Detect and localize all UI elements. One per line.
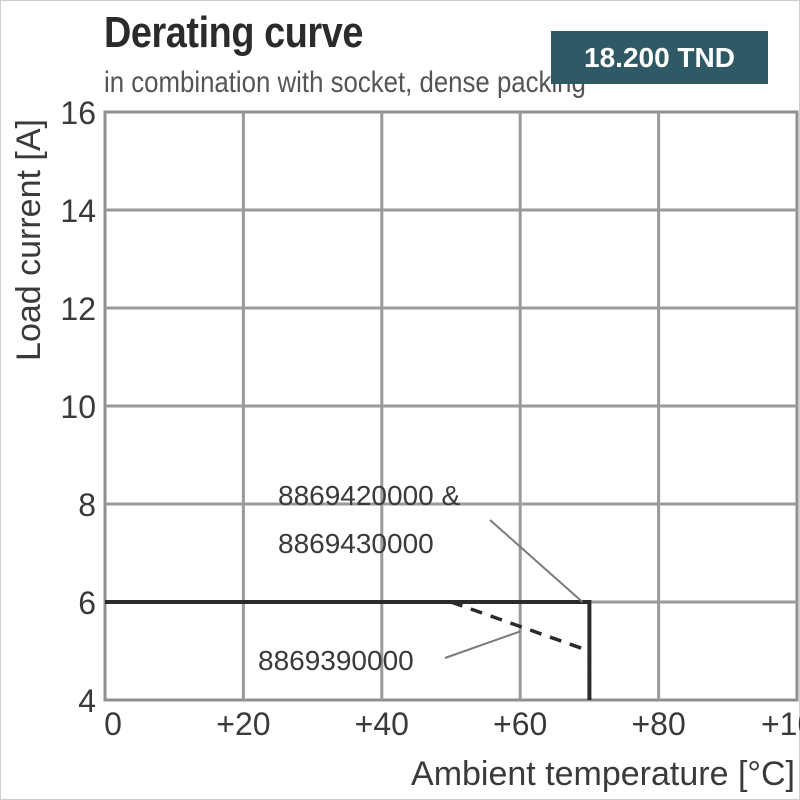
annotation-label-1-line-1: 8869420000 & <box>278 480 461 511</box>
x-tick-label: +80 <box>631 706 685 742</box>
y-tick-label: 8 <box>78 487 96 523</box>
price-badge: 18.200 TND <box>551 31 768 84</box>
y-tick-label: 10 <box>60 389 96 425</box>
chart-title: Derating curve <box>104 8 363 57</box>
annotation-label-1-line-2: 8869430000 <box>278 528 434 559</box>
x-axis-label: Ambient temperature [°C] <box>411 755 795 793</box>
annotation-leader-1 <box>489 519 584 603</box>
y-tick-label: 4 <box>78 683 96 719</box>
x-tick-label: +40 <box>355 706 409 742</box>
axis-labels: Ambient temperature [°C] Load current [A… <box>10 119 795 793</box>
x-tick-label: +60 <box>493 706 547 742</box>
series-line-2 <box>450 600 592 700</box>
y-tick-label: 14 <box>60 193 96 229</box>
tick-labels: 0 +20 +40 +60 +80 +100 4 6 8 10 12 14 16 <box>60 95 800 742</box>
x-tick-label: +100 <box>761 706 800 742</box>
y-tick-label: 12 <box>60 291 96 327</box>
annotation-leader-2 <box>444 630 521 659</box>
y-tick-label: 16 <box>60 95 96 131</box>
series-lines <box>105 600 592 700</box>
chart-subtitle: in combination with socket, dense packin… <box>104 66 586 99</box>
x-tick-label: 0 <box>104 706 122 742</box>
y-tick-label: 6 <box>78 585 96 621</box>
annotation-label-2: 8869390000 <box>258 645 414 676</box>
series-line-1 <box>105 600 592 700</box>
y-axis-label: Load current [A] <box>10 119 48 361</box>
annotations: 8869420000 & 8869430000 8869390000 <box>258 480 584 676</box>
grid-lines <box>103 110 799 702</box>
x-tick-label: +20 <box>216 706 270 742</box>
